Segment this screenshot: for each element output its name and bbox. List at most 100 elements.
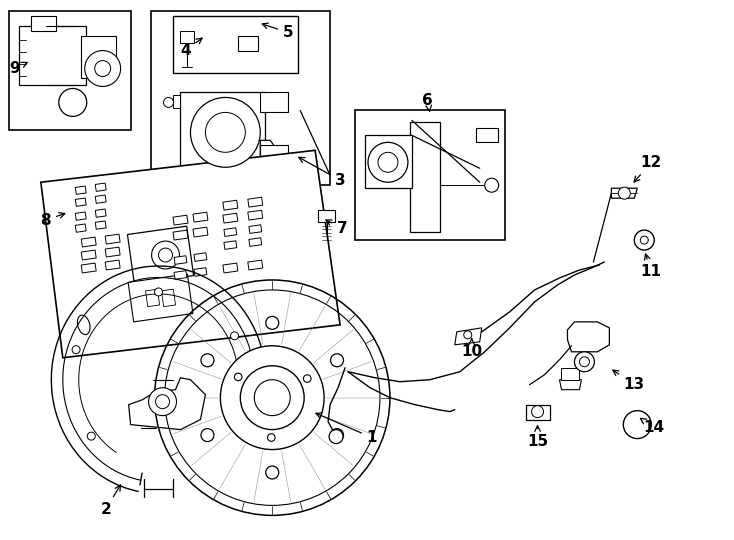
Polygon shape (95, 195, 106, 204)
Polygon shape (95, 183, 106, 191)
Polygon shape (174, 271, 187, 279)
Polygon shape (174, 256, 187, 264)
Circle shape (640, 236, 648, 244)
Text: 15: 15 (527, 426, 548, 449)
Text: 13: 13 (613, 370, 645, 392)
Polygon shape (526, 404, 550, 420)
Circle shape (234, 373, 242, 381)
Polygon shape (223, 200, 238, 210)
Polygon shape (81, 237, 96, 247)
Polygon shape (193, 227, 208, 237)
Text: 3: 3 (299, 157, 346, 188)
Polygon shape (81, 36, 116, 78)
Circle shape (579, 357, 589, 367)
Circle shape (59, 89, 87, 117)
Polygon shape (150, 11, 330, 185)
Circle shape (267, 434, 275, 441)
Text: 5: 5 (262, 23, 294, 40)
Polygon shape (128, 226, 194, 284)
Text: 11: 11 (641, 254, 662, 280)
Circle shape (329, 430, 343, 443)
Polygon shape (194, 253, 207, 261)
Circle shape (634, 230, 654, 250)
Polygon shape (128, 377, 206, 430)
Circle shape (266, 316, 279, 329)
Circle shape (623, 410, 651, 438)
Polygon shape (249, 238, 262, 246)
Text: 14: 14 (640, 418, 665, 435)
Circle shape (531, 406, 544, 417)
Circle shape (148, 388, 176, 416)
Polygon shape (161, 289, 175, 307)
Text: 8: 8 (40, 213, 65, 228)
Circle shape (84, 51, 120, 86)
Circle shape (254, 380, 290, 416)
Polygon shape (145, 289, 159, 307)
Polygon shape (249, 225, 262, 233)
Polygon shape (173, 230, 188, 240)
Polygon shape (562, 368, 579, 380)
Text: 7: 7 (326, 220, 347, 235)
Polygon shape (178, 140, 290, 182)
Polygon shape (128, 274, 193, 322)
Polygon shape (81, 263, 96, 273)
Polygon shape (105, 234, 120, 244)
Circle shape (266, 466, 279, 479)
Polygon shape (76, 198, 86, 206)
Polygon shape (41, 150, 340, 358)
Polygon shape (248, 197, 263, 207)
Polygon shape (95, 221, 106, 230)
Text: 9: 9 (10, 61, 27, 76)
Polygon shape (224, 228, 237, 237)
Text: 1: 1 (316, 413, 377, 445)
Text: 10: 10 (461, 339, 482, 359)
Polygon shape (318, 210, 335, 222)
Polygon shape (261, 92, 288, 112)
Polygon shape (455, 328, 482, 345)
Polygon shape (375, 123, 440, 232)
Circle shape (87, 432, 95, 440)
Circle shape (240, 366, 304, 430)
Text: 6: 6 (423, 93, 433, 111)
Circle shape (575, 352, 595, 372)
Circle shape (72, 346, 80, 354)
Polygon shape (173, 215, 188, 225)
Polygon shape (172, 16, 298, 72)
Circle shape (378, 152, 398, 172)
Polygon shape (193, 212, 208, 222)
Circle shape (303, 375, 311, 382)
Polygon shape (261, 145, 288, 165)
Circle shape (368, 143, 408, 182)
Circle shape (206, 112, 245, 152)
Text: 2: 2 (101, 485, 120, 517)
Polygon shape (476, 129, 498, 143)
Polygon shape (151, 241, 179, 269)
Polygon shape (611, 188, 637, 198)
Polygon shape (194, 268, 207, 276)
Circle shape (164, 97, 173, 107)
Polygon shape (95, 209, 106, 217)
Polygon shape (105, 247, 120, 257)
Circle shape (484, 178, 498, 192)
Polygon shape (172, 96, 181, 109)
Polygon shape (9, 11, 131, 130)
Circle shape (618, 187, 631, 199)
Polygon shape (76, 224, 86, 232)
Polygon shape (76, 212, 86, 220)
Circle shape (230, 332, 239, 340)
Circle shape (220, 346, 324, 449)
Polygon shape (159, 248, 172, 262)
Circle shape (156, 395, 170, 409)
Circle shape (330, 429, 344, 442)
Polygon shape (365, 136, 412, 188)
Circle shape (464, 331, 472, 339)
Polygon shape (559, 380, 581, 390)
Circle shape (190, 97, 261, 167)
Polygon shape (223, 213, 238, 223)
Polygon shape (239, 36, 258, 51)
Circle shape (201, 429, 214, 442)
Polygon shape (181, 92, 265, 178)
Circle shape (155, 288, 162, 296)
Polygon shape (224, 241, 237, 249)
Polygon shape (31, 16, 56, 31)
